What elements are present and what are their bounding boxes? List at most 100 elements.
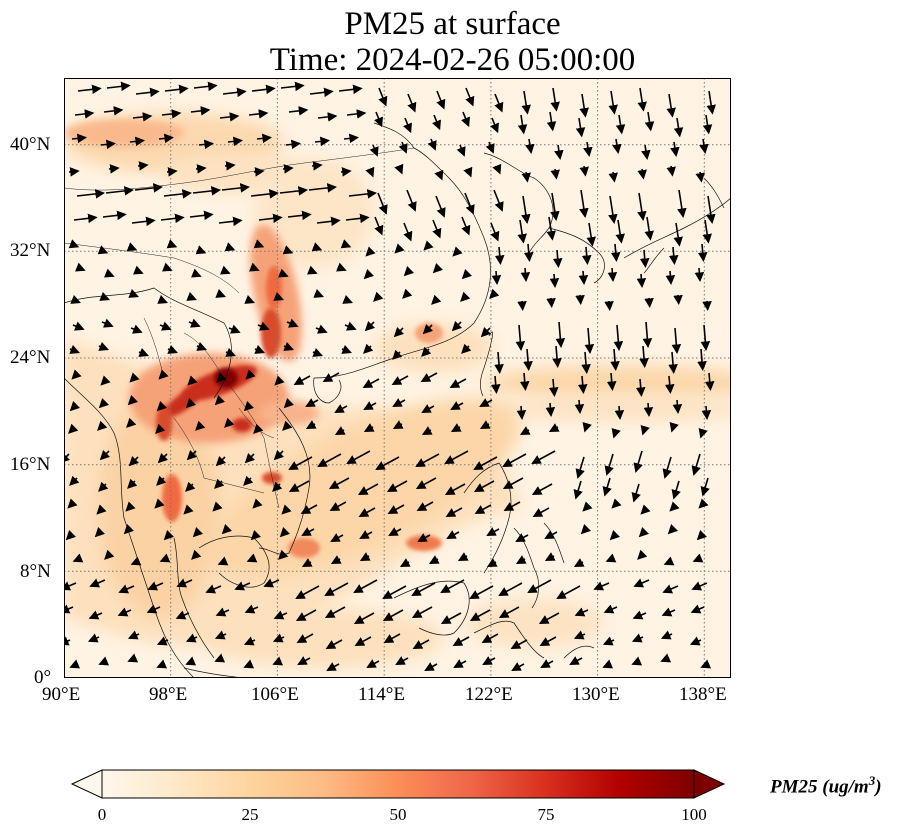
wind-arrow: [444, 450, 469, 464]
wind-arrow: [578, 270, 589, 285]
wind-arrow: [273, 450, 284, 461]
wind-arrow: [295, 585, 320, 599]
colorbar-tick-label: 75: [537, 805, 555, 824]
wind-arrow: [494, 246, 505, 265]
wind-arrow: [519, 426, 531, 435]
wind-arrow: [312, 347, 323, 357]
wind-arrow: [330, 555, 342, 564]
wind-arrow: [250, 189, 279, 199]
wind-arrow: [424, 662, 438, 671]
wind-arrow: [214, 653, 226, 663]
wind-arrow: [491, 270, 502, 285]
wind-arrow: [282, 245, 294, 255]
wind-arrow: [610, 243, 621, 262]
wind-arrow: [263, 578, 280, 588]
wind-arrow: [440, 579, 465, 593]
wind-arrow: [346, 450, 371, 464]
lon-tick-label: 90°E: [42, 684, 81, 705]
wind-arrow: [94, 527, 105, 538]
wind-arrow: [610, 348, 620, 371]
wind-arrow: [615, 114, 626, 135]
wind-arrow: [156, 401, 167, 412]
wind-arrow: [392, 398, 406, 407]
wind-arrow: [128, 456, 139, 467]
wind-arrow: [700, 324, 711, 351]
wind-arrow: [65, 530, 76, 541]
wind-arrow: [185, 481, 196, 492]
wind-arrow: [128, 288, 139, 298]
wind-arrow: [423, 240, 434, 251]
wind-arrow: [100, 375, 111, 386]
wind-arrow: [450, 401, 464, 410]
wind-arrow: [123, 524, 134, 535]
wind-arrow: [378, 87, 388, 107]
wind-arrow: [198, 139, 214, 150]
wind-arrow: [550, 168, 560, 180]
wind-arrow: [193, 81, 218, 92]
wind-arrow: [117, 607, 132, 617]
lat-tick-label: 8°N: [20, 561, 51, 582]
wind-arrow: [461, 269, 472, 280]
wind-arrow: [365, 246, 376, 257]
wind-arrow: [603, 604, 618, 614]
wind-arrow: [465, 87, 475, 107]
wind-arrow: [224, 161, 236, 171]
wind-arrow: [214, 395, 225, 406]
wind-arrow: [548, 423, 560, 432]
wind-arrow: [498, 582, 523, 596]
wind-arrow: [195, 164, 207, 174]
wind-arrow: [608, 90, 618, 115]
wind-arrow: [324, 582, 349, 596]
wind-arrow: [314, 136, 330, 147]
wind-arrow: [432, 114, 441, 131]
colorbar-max-extend: [693, 769, 726, 799]
wind-arrow: [633, 578, 650, 588]
wind-arrow: [403, 222, 413, 242]
wind-arrow: [550, 192, 560, 221]
wind-arrow: [538, 612, 560, 624]
wind-arrow: [89, 578, 106, 588]
wind-arrow: [217, 556, 229, 566]
wind-arrow: [521, 90, 531, 115]
wind-arrow: [105, 186, 134, 196]
wind-arrow: [406, 189, 417, 212]
wind-arrow: [697, 348, 707, 371]
wind-arrow: [550, 87, 560, 112]
wind-arrow: [637, 549, 648, 560]
wind-arrow: [489, 288, 500, 299]
wind-arrow: [329, 501, 347, 511]
wind-arrow: [71, 369, 82, 380]
wind-arrow: [130, 556, 142, 566]
wind-arrow: [130, 324, 143, 334]
wind-arrow: [392, 349, 403, 360]
wind-arrow: [159, 321, 172, 331]
wind-arrow: [393, 327, 404, 338]
lat-tick-label: 24°N: [10, 347, 51, 368]
wind-arrow: [421, 426, 433, 435]
wind-arrow: [354, 636, 372, 646]
wind-arrow: [412, 639, 430, 649]
wind-arrow: [480, 327, 491, 338]
wind-arrow: [660, 653, 672, 663]
wind-arrow: [155, 423, 166, 434]
wind-arrow: [283, 398, 294, 409]
wind-arrow: [157, 453, 168, 464]
wind-arrow: [632, 610, 647, 620]
wind-arrow: [673, 222, 683, 247]
colorbar-tick-label: 100: [681, 805, 707, 824]
wind-arrow: [191, 549, 202, 560]
wind-arrow: [490, 117, 499, 134]
wind-arrow: [479, 420, 491, 429]
wind-arrow: [251, 84, 276, 95]
wind-arrow: [308, 183, 337, 193]
wind-arrow: [163, 189, 192, 199]
wind-arrow: [383, 633, 401, 643]
wind-arrow: [359, 552, 371, 561]
wind-arrow: [700, 477, 710, 497]
wind-arrow: [374, 216, 384, 236]
wind-arrow: [342, 294, 353, 304]
wind-arrow: [463, 166, 473, 178]
wind-arrow: [473, 480, 495, 492]
wind-arrow: [127, 653, 139, 663]
wind-arrow: [702, 114, 713, 135]
